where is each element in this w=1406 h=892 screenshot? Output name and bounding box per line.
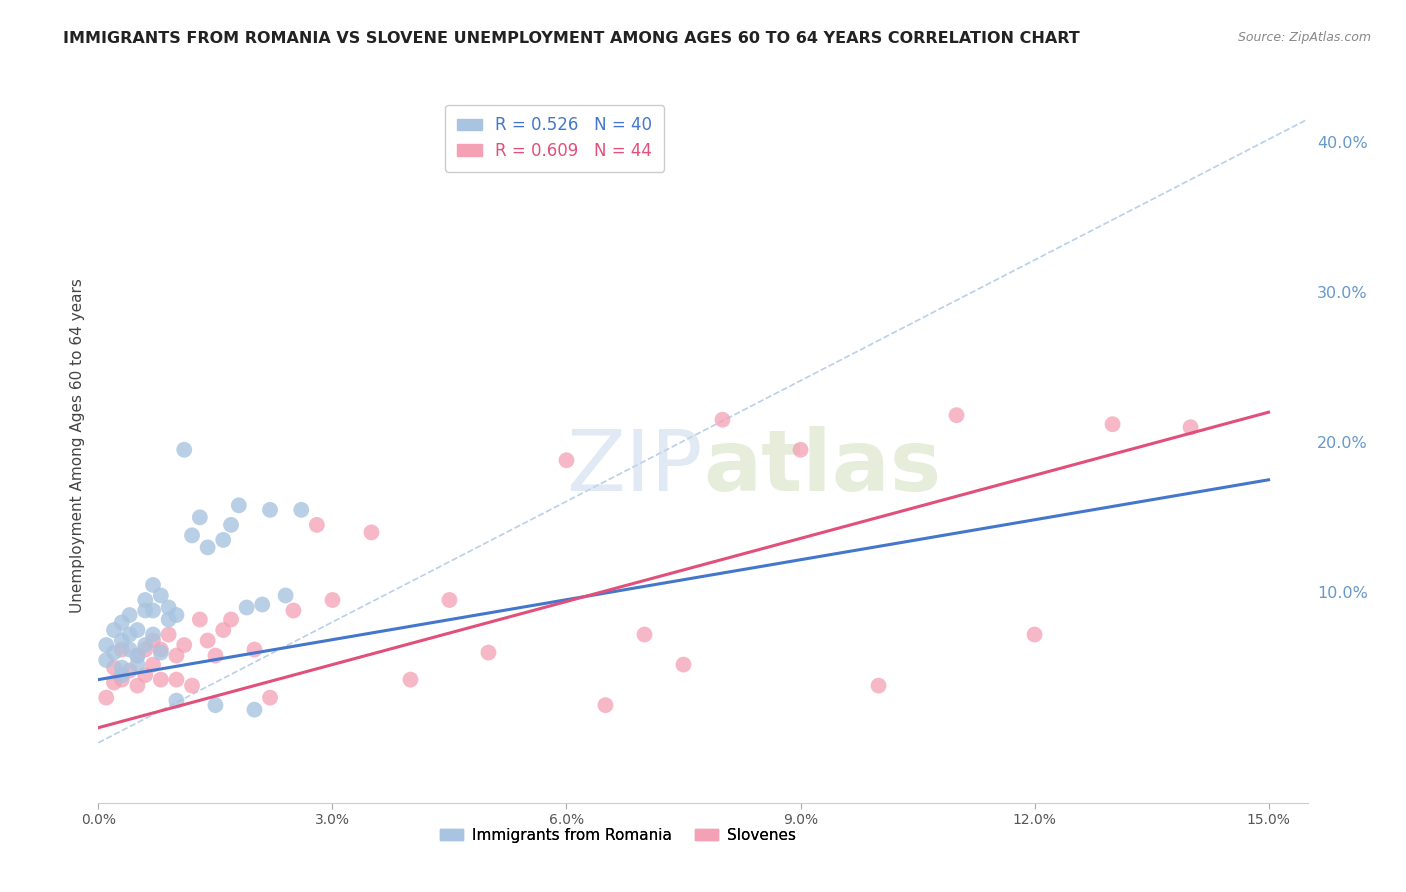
Point	[118, 627, 141, 641]
Y-axis label: Unemployment Among Ages 60 to 64 years: Unemployment Among Ages 60 to 64 years	[69, 278, 84, 614]
Point	[157, 600, 180, 615]
Point	[142, 627, 165, 641]
Point	[321, 593, 343, 607]
Point	[477, 646, 499, 660]
Point	[868, 679, 890, 693]
Point	[212, 623, 235, 637]
Point	[127, 648, 149, 663]
Point	[360, 525, 382, 540]
Point	[274, 589, 297, 603]
Point	[111, 642, 134, 657]
Point	[111, 660, 134, 674]
Point	[555, 453, 578, 467]
Point	[134, 638, 156, 652]
Point	[103, 675, 125, 690]
Point	[633, 627, 655, 641]
Point	[134, 603, 156, 617]
Point	[188, 613, 211, 627]
Point	[945, 408, 967, 422]
Legend: Immigrants from Romania, Slovenes: Immigrants from Romania, Slovenes	[434, 822, 803, 848]
Point	[127, 679, 149, 693]
Point	[149, 646, 172, 660]
Point	[197, 541, 219, 555]
Point	[149, 642, 172, 657]
Point	[243, 642, 266, 657]
Point	[149, 673, 172, 687]
Text: atlas: atlas	[703, 425, 941, 509]
Point	[711, 413, 734, 427]
Point	[127, 623, 149, 637]
Point	[212, 533, 235, 547]
Text: Source: ZipAtlas.com: Source: ZipAtlas.com	[1237, 31, 1371, 45]
Point	[252, 598, 274, 612]
Point	[149, 589, 172, 603]
Point	[134, 593, 156, 607]
Point	[165, 607, 187, 622]
Point	[157, 627, 180, 641]
Point	[111, 633, 134, 648]
Point	[228, 499, 250, 513]
Point	[259, 503, 281, 517]
Point	[197, 633, 219, 648]
Point	[204, 698, 226, 713]
Point	[219, 613, 242, 627]
Point	[118, 642, 141, 657]
Point	[1024, 627, 1046, 641]
Point	[173, 442, 195, 457]
Point	[173, 638, 195, 652]
Point	[243, 703, 266, 717]
Point	[672, 657, 695, 672]
Point	[157, 613, 180, 627]
Point	[103, 660, 125, 674]
Point	[103, 623, 125, 637]
Point	[399, 673, 422, 687]
Point	[595, 698, 617, 713]
Point	[142, 657, 165, 672]
Point	[118, 664, 141, 678]
Point	[142, 603, 165, 617]
Point	[96, 690, 118, 705]
Point	[111, 615, 134, 630]
Point	[181, 528, 204, 542]
Point	[127, 657, 149, 672]
Point	[1180, 420, 1202, 434]
Point	[142, 633, 165, 648]
Point	[111, 673, 134, 687]
Point	[219, 517, 242, 532]
Text: ZIP: ZIP	[567, 425, 703, 509]
Point	[127, 648, 149, 663]
Text: IMMIGRANTS FROM ROMANIA VS SLOVENE UNEMPLOYMENT AMONG AGES 60 TO 64 YEARS CORREL: IMMIGRANTS FROM ROMANIA VS SLOVENE UNEMP…	[63, 31, 1080, 46]
Point	[111, 668, 134, 682]
Point	[103, 646, 125, 660]
Point	[96, 638, 118, 652]
Point	[134, 642, 156, 657]
Point	[235, 600, 257, 615]
Point	[290, 503, 312, 517]
Point	[165, 673, 187, 687]
Point	[118, 607, 141, 622]
Point	[789, 442, 811, 457]
Point	[134, 668, 156, 682]
Point	[283, 603, 305, 617]
Point	[142, 578, 165, 592]
Point	[305, 517, 328, 532]
Point	[181, 679, 204, 693]
Point	[188, 510, 211, 524]
Point	[1101, 417, 1123, 432]
Point	[259, 690, 281, 705]
Point	[165, 693, 187, 707]
Point	[439, 593, 461, 607]
Point	[96, 653, 118, 667]
Point	[204, 648, 226, 663]
Point	[165, 648, 187, 663]
